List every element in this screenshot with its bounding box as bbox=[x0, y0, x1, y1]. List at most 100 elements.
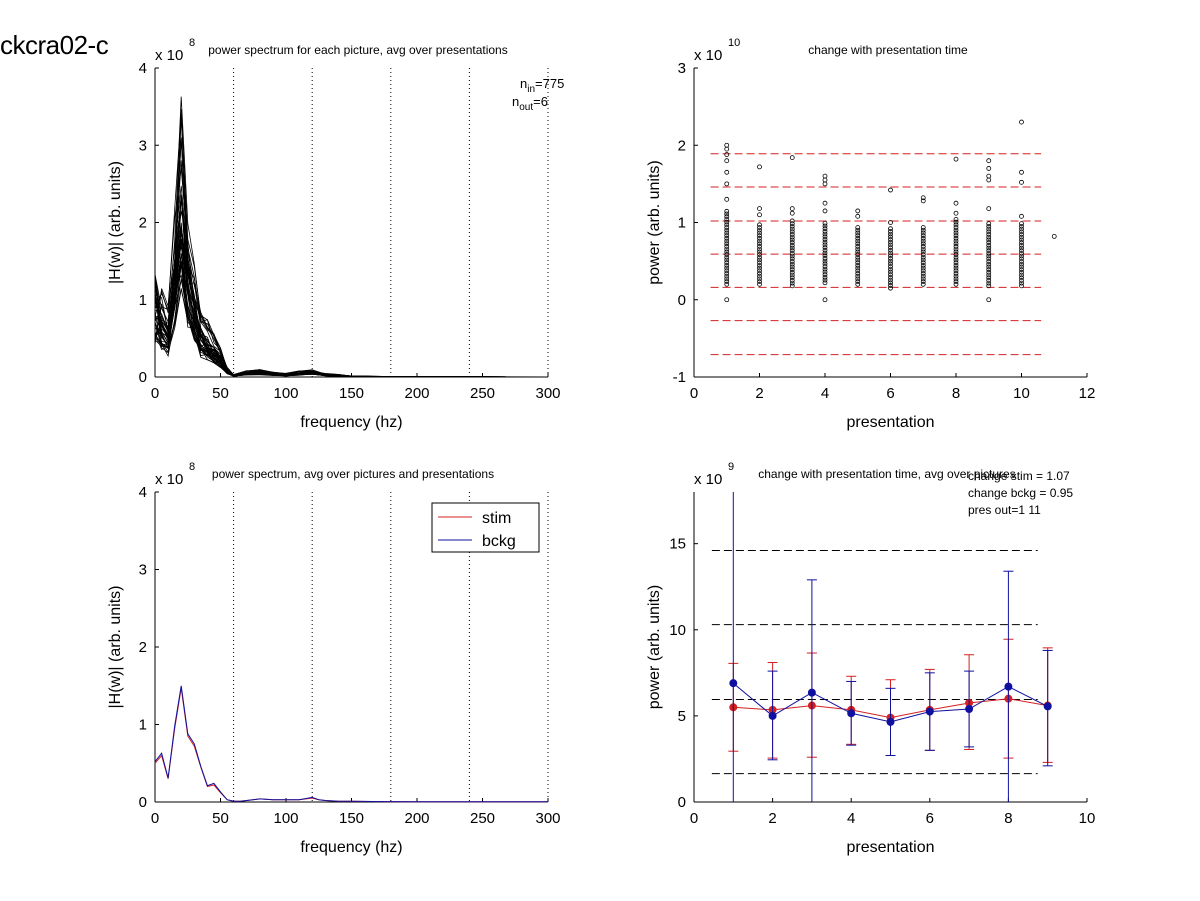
x-tick-label: 0 bbox=[151, 385, 159, 402]
y-tick-label: 0 bbox=[678, 292, 686, 309]
data-point bbox=[986, 242, 992, 248]
data-point bbox=[789, 267, 795, 273]
data-point bbox=[855, 235, 861, 241]
series-marker-bckg bbox=[729, 679, 738, 688]
chart-title: power spectrum, avg over pictures and pr… bbox=[212, 467, 494, 481]
x-tick-label: 50 bbox=[212, 810, 229, 827]
data-point bbox=[789, 218, 795, 224]
data-point bbox=[1051, 234, 1057, 239]
data-point bbox=[920, 262, 926, 268]
data-point bbox=[1019, 232, 1024, 237]
data-point bbox=[986, 269, 992, 275]
panel-p1: 0 50 100 150 200 250 300 0 1 2 3 4 frequency (hz) |H(… bbox=[107, 37, 564, 431]
x-tick-label: 100 bbox=[273, 385, 298, 402]
data-point bbox=[953, 249, 959, 255]
data-point bbox=[986, 240, 992, 245]
data-point bbox=[757, 276, 762, 282]
y-tick-label: 10 bbox=[669, 622, 686, 639]
y-tick-label: 1 bbox=[139, 292, 147, 309]
data-point bbox=[920, 225, 926, 230]
y-axis-label: power (arb. units) bbox=[646, 160, 663, 285]
data-point bbox=[724, 217, 730, 222]
data-point bbox=[822, 280, 828, 286]
data-point bbox=[757, 252, 762, 257]
data-point bbox=[855, 279, 861, 284]
data-point bbox=[1019, 248, 1024, 254]
data-point bbox=[920, 276, 926, 282]
x-tick-label: 150 bbox=[339, 385, 364, 402]
outlier-point bbox=[920, 195, 926, 201]
data-point bbox=[920, 249, 926, 255]
data-point bbox=[724, 233, 730, 239]
data-point bbox=[953, 268, 959, 274]
outlier-point bbox=[757, 164, 762, 170]
outlier-point bbox=[822, 208, 828, 214]
data-point bbox=[822, 228, 828, 234]
data-point bbox=[855, 246, 861, 252]
data-point bbox=[953, 227, 959, 233]
data-point bbox=[757, 230, 762, 236]
data-point bbox=[789, 245, 795, 251]
data-point bbox=[855, 273, 861, 279]
legend-label-stim: stim bbox=[482, 510, 511, 527]
data-point bbox=[757, 260, 762, 266]
data-point bbox=[724, 225, 730, 230]
data-point bbox=[724, 254, 730, 260]
data-point bbox=[1019, 278, 1024, 283]
outlier-point bbox=[822, 177, 828, 183]
data-point bbox=[1019, 283, 1024, 289]
outlier-point bbox=[953, 210, 959, 216]
y-tick-label: -1 bbox=[673, 369, 686, 386]
data-point bbox=[986, 253, 992, 259]
x-tick-label: 150 bbox=[339, 810, 364, 827]
data-point bbox=[1019, 234, 1024, 240]
outlier-point bbox=[757, 212, 762, 218]
outlier-point bbox=[1019, 119, 1024, 125]
data-point bbox=[953, 265, 959, 271]
data-point bbox=[789, 261, 795, 267]
data-point bbox=[822, 258, 828, 264]
data-point bbox=[789, 280, 795, 286]
spectrum-line bbox=[154, 137, 549, 378]
y-tick-label: 3 bbox=[678, 60, 686, 77]
outlier-point bbox=[1019, 179, 1024, 185]
data-point bbox=[789, 237, 795, 243]
data-point bbox=[724, 249, 730, 255]
data-point bbox=[953, 222, 959, 228]
x-tick-label: 8 bbox=[1004, 810, 1012, 827]
data-point bbox=[724, 257, 730, 263]
y-tick-label: 1 bbox=[678, 215, 686, 232]
data-point bbox=[822, 261, 828, 267]
stat-annotation: pres out=1 11 bbox=[968, 503, 1041, 517]
data-point bbox=[822, 250, 828, 256]
data-point bbox=[789, 229, 795, 235]
data-point bbox=[888, 234, 893, 240]
y-tick-label: 4 bbox=[139, 484, 147, 501]
chart-title: change with presentation time bbox=[808, 43, 968, 57]
data-point bbox=[1019, 261, 1024, 267]
data-point bbox=[822, 242, 828, 248]
data-point bbox=[888, 258, 893, 264]
data-point bbox=[953, 279, 959, 284]
data-point bbox=[724, 268, 730, 274]
spectrum-line bbox=[154, 116, 549, 378]
outlier-point bbox=[724, 169, 730, 175]
data-point bbox=[724, 238, 730, 244]
data-point bbox=[920, 257, 926, 263]
y-tick-label: 0 bbox=[678, 794, 686, 811]
data-point bbox=[888, 283, 893, 288]
axis-multiplier-exponent: 8 bbox=[189, 461, 195, 473]
data-point bbox=[789, 278, 795, 283]
x-tick-label: 0 bbox=[151, 810, 159, 827]
data-point bbox=[986, 250, 992, 256]
outlier-point bbox=[855, 208, 861, 214]
data-point bbox=[986, 272, 992, 278]
data-point bbox=[1019, 259, 1024, 264]
outlier-point bbox=[789, 210, 795, 216]
data-point bbox=[953, 281, 959, 287]
outlier-point bbox=[1019, 213, 1024, 219]
data-point bbox=[920, 252, 926, 257]
data-point bbox=[822, 266, 828, 272]
data-point bbox=[920, 268, 926, 274]
outlier-point bbox=[724, 297, 730, 303]
